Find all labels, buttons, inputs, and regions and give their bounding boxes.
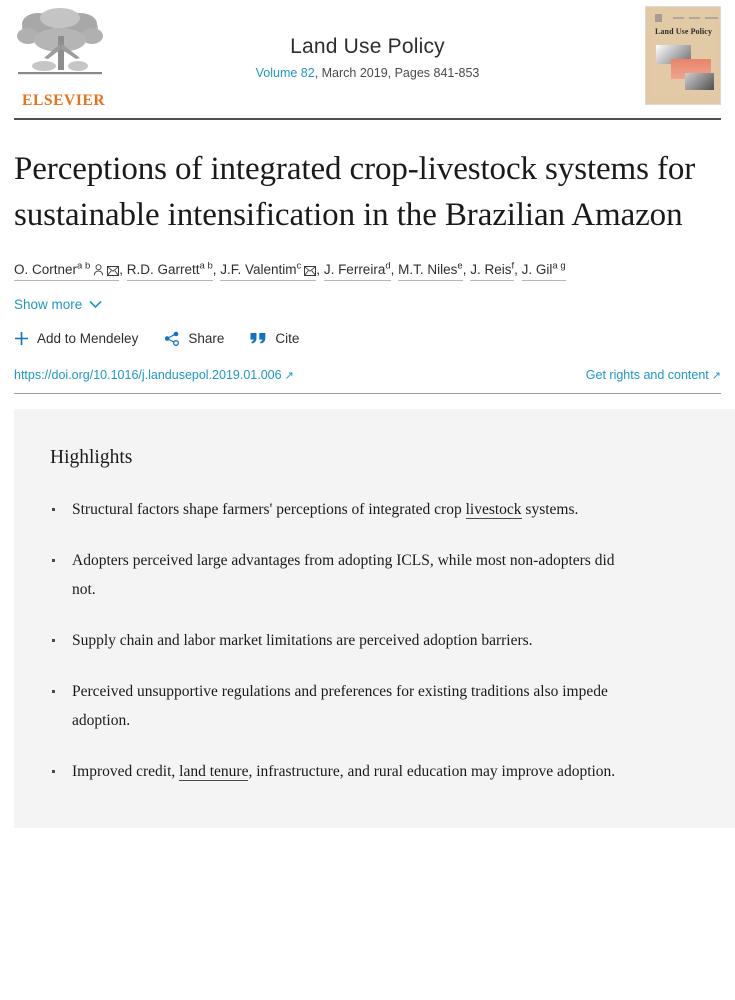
highlight-item: Perceived unsupportive regulations and p… xyxy=(50,677,632,735)
highlight-text: systems. xyxy=(521,501,579,518)
show-more-toggle[interactable]: Show more xyxy=(14,297,102,312)
share-label: Share xyxy=(188,331,225,346)
author-item[interactable]: J. Ferreirad xyxy=(323,260,391,281)
doi-url-text: https://doi.org/10.1016/j.landusepol.201… xyxy=(14,368,282,382)
highlight-text: Adopters perceived large advantages from… xyxy=(72,552,615,598)
author-name: J. Reis xyxy=(470,262,512,277)
issue-rest: , March 2019, Pages 841-853 xyxy=(314,66,480,80)
author-separator: , xyxy=(119,262,127,277)
highlight-text: , infrastructure, and rural education ma… xyxy=(248,763,616,780)
external-link-icon: ↗ xyxy=(284,370,294,382)
author-separator: , xyxy=(462,262,471,277)
journal-title[interactable]: Land Use Policy xyxy=(290,35,445,58)
cover-dash-2 xyxy=(689,17,700,19)
cover-dash-3 xyxy=(705,17,718,19)
doi-link[interactable]: https://doi.org/10.1016/j.landusepol.201… xyxy=(14,368,294,382)
masthead: ELSEVIER Land Use Policy Volume 82, Marc… xyxy=(0,0,735,118)
author-affiliation-marks: a g xyxy=(552,260,566,272)
elsevier-wordmark: ELSEVIER xyxy=(22,92,106,109)
author-name: M.T. Niles xyxy=(398,262,458,277)
author-email-icon[interactable] xyxy=(304,261,317,283)
author-name: J.F. Valentim xyxy=(220,262,297,277)
author-item[interactable]: J. Gila g xyxy=(521,260,566,281)
journal-issue-line: Volume 82, March 2019, Pages 841-853 xyxy=(0,65,735,81)
add-to-mendeley-button[interactable]: Add to Mendeley xyxy=(14,331,138,346)
author-separator: , xyxy=(212,262,221,277)
highlight-text: Structural factors shape farmers' percep… xyxy=(72,501,466,518)
author-list: O. Cortnera b, R.D. Garretta b, J.F. Val… xyxy=(14,259,721,283)
highlights-heading: Highlights xyxy=(50,447,133,468)
highlights-list: Structural factors shape farmers' percep… xyxy=(50,495,735,786)
masthead-divider xyxy=(14,118,721,120)
page-title: Perceptions of integrated crop-livestock… xyxy=(14,151,696,233)
get-rights-and-content-link[interactable]: Get rights and content ↗ xyxy=(586,368,721,382)
author-separator: , xyxy=(390,262,399,277)
author-affiliation-marks: a b xyxy=(199,260,213,272)
author-separator: , xyxy=(316,262,324,277)
show-more-label: Show more xyxy=(14,297,83,312)
article-action-bar: Add to Mendeley Share Cite xyxy=(14,331,721,346)
author-email-icon[interactable] xyxy=(107,261,120,283)
cover-header-row xyxy=(655,14,718,22)
cover-art: Land Use Policy xyxy=(651,11,718,98)
elsevier-logo[interactable]: ELSEVIER xyxy=(14,6,106,110)
author-name: J. Ferreira xyxy=(323,262,386,277)
author-item[interactable]: O. Cortnera b xyxy=(14,260,120,283)
author-item[interactable]: J. Reisf xyxy=(470,260,515,281)
cite-label: Cite xyxy=(275,331,300,346)
highlights-section: Highlights Structural factors shape farm… xyxy=(14,409,735,828)
author-affiliation-marks: c xyxy=(296,260,302,272)
rights-label: Get rights and content xyxy=(585,368,709,382)
author-item[interactable]: J.F. Valentimc xyxy=(220,260,317,283)
author-name: R.D. Garrett xyxy=(126,262,200,277)
plus-icon xyxy=(14,331,29,346)
journal-cover-thumbnail[interactable]: Land Use Policy xyxy=(645,6,721,105)
author-name: O. Cortner xyxy=(14,262,78,277)
elsevier-tree-icon xyxy=(17,8,103,75)
highlight-item: Improved credit, land tenure, infrastruc… xyxy=(50,757,632,786)
author-item[interactable]: M.T. Nilese xyxy=(398,260,463,281)
external-link-icon: ↗ xyxy=(711,370,721,382)
highlight-text: Improved credit, xyxy=(72,763,180,780)
cover-photo-3 xyxy=(685,73,714,90)
journal-info: Land Use Policy Volume 82, March 2019, P… xyxy=(0,34,735,81)
doi-divider xyxy=(14,393,721,394)
highlight-text: Supply chain and labor market limitation… xyxy=(72,632,533,649)
topic-link[interactable]: land tenure xyxy=(179,763,249,781)
highlight-item: Adopters perceived large advantages from… xyxy=(50,546,632,604)
author-affiliation-marks: d xyxy=(385,260,391,272)
topic-link[interactable]: livestock xyxy=(465,501,522,519)
author-name: J. Gil xyxy=(521,262,553,277)
add-to-mendeley-label: Add to Mendeley xyxy=(37,331,139,346)
cover-dash-1 xyxy=(673,17,684,19)
cover-elsevier-mark-icon xyxy=(655,14,662,22)
share-button[interactable]: Share xyxy=(164,331,224,346)
author-item[interactable]: R.D. Garretta b xyxy=(126,260,213,281)
share-icon xyxy=(164,331,180,346)
author-affiliation-marks: a b xyxy=(77,260,91,272)
author-separator: , xyxy=(514,262,522,277)
author-profile-icon[interactable] xyxy=(93,261,104,283)
author-affiliation-marks: e xyxy=(457,260,463,272)
highlight-text: Perceived unsupportive regulations and p… xyxy=(72,683,608,729)
highlight-item: Structural factors shape farmers' percep… xyxy=(50,495,632,524)
author-affiliation-marks: f xyxy=(511,260,515,272)
chevron-down-icon xyxy=(89,297,102,312)
doi-row: https://doi.org/10.1016/j.landusepol.201… xyxy=(14,368,721,393)
cite-button[interactable]: Cite xyxy=(250,331,299,346)
volume-link[interactable]: Volume 82 xyxy=(255,66,315,80)
cover-journal-title: Land Use Policy xyxy=(655,27,713,36)
quote-icon xyxy=(250,332,267,345)
highlight-item: Supply chain and labor market limitation… xyxy=(50,626,632,655)
